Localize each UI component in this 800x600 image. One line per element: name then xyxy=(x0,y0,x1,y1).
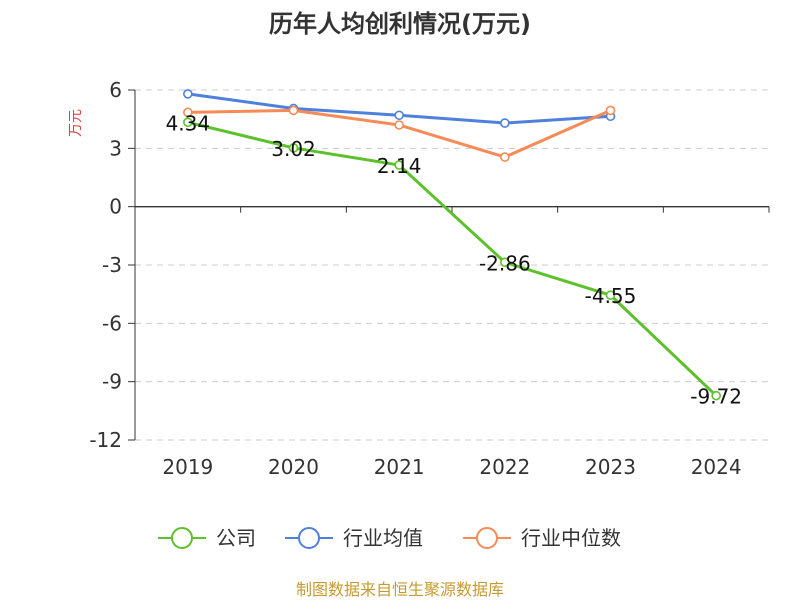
x-tick-label: 2022 xyxy=(479,455,530,479)
y-tick-label: 6 xyxy=(109,78,122,102)
x-tick-label: 2019 xyxy=(162,455,213,479)
data-point xyxy=(500,257,510,268)
series-group xyxy=(183,89,721,401)
data-point xyxy=(500,152,510,162)
legend-marker xyxy=(298,527,320,549)
data-point xyxy=(183,117,193,128)
data-point xyxy=(288,105,299,116)
data-point xyxy=(500,118,510,128)
x-tick-label: 2024 xyxy=(691,455,742,479)
y-tick-label: 3 xyxy=(109,136,122,160)
legend-marker xyxy=(171,527,193,549)
series-line xyxy=(187,120,718,397)
legend-label: 行业中位数 xyxy=(521,526,621,550)
y-tick-label: -9 xyxy=(102,370,122,394)
x-tick-label: 2023 xyxy=(585,455,636,479)
y-axis-label: 万元 xyxy=(68,109,84,137)
data-label: 4.34 xyxy=(166,111,211,135)
x-tick-label: 2021 xyxy=(374,455,425,479)
data-point xyxy=(711,390,721,401)
legend-label: 公司 xyxy=(216,526,256,550)
x-tick-label: 2020 xyxy=(268,455,319,479)
y-tick-label: -12 xyxy=(89,428,122,452)
legend-marker xyxy=(476,527,498,549)
y-tick-label: -6 xyxy=(102,311,122,335)
data-point xyxy=(605,105,616,116)
y-tick-label: -3 xyxy=(102,253,122,277)
data-point xyxy=(288,143,299,153)
data-point xyxy=(183,107,193,118)
axes: 6 3 0 -3 -6 -9 -12 2019 2020 2021 2022 2023 2024 xyxy=(89,78,770,479)
data-point xyxy=(394,120,404,130)
grid-lines xyxy=(135,89,769,441)
source-note: 制图数据来自恒生聚源数据库 xyxy=(296,580,504,599)
legend: 公司 行业均值 行业中位数 xyxy=(158,526,621,550)
data-label: -9.72 xyxy=(690,385,742,409)
data-label: 2.14 xyxy=(377,154,422,178)
data-point xyxy=(605,290,616,300)
data-label: -2.86 xyxy=(479,251,531,275)
data-point xyxy=(183,89,193,99)
data-labels: 4.34 3.02 2.14 -2.86 -4.55 -9.72 xyxy=(166,111,742,408)
data-label: -4.55 xyxy=(585,284,637,308)
data-point xyxy=(394,110,404,121)
legend-label: 行业均值 xyxy=(343,526,423,550)
data-point xyxy=(394,160,404,170)
chart-title: 历年人均创利情况(万元) xyxy=(269,10,531,38)
data-label: 3.02 xyxy=(271,137,316,161)
y-tick-label: 0 xyxy=(109,195,122,219)
